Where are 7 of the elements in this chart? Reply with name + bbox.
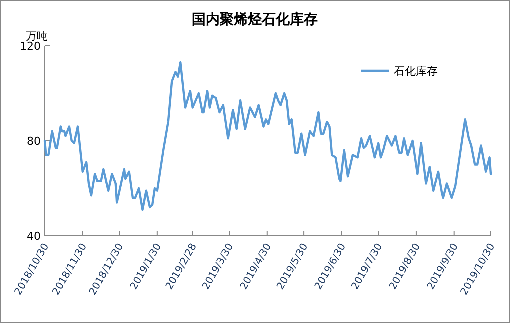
y-axis-title: 万吨 bbox=[26, 30, 48, 43]
chart-title: 国内聚烯烃石化库存 bbox=[192, 11, 318, 28]
legend-label: 石化库存 bbox=[394, 65, 438, 78]
y-tick-label: 40 bbox=[27, 230, 41, 243]
y-tick-label: 80 bbox=[27, 135, 41, 148]
line-series bbox=[44, 62, 492, 211]
y-tick-label: 120 bbox=[20, 40, 41, 53]
